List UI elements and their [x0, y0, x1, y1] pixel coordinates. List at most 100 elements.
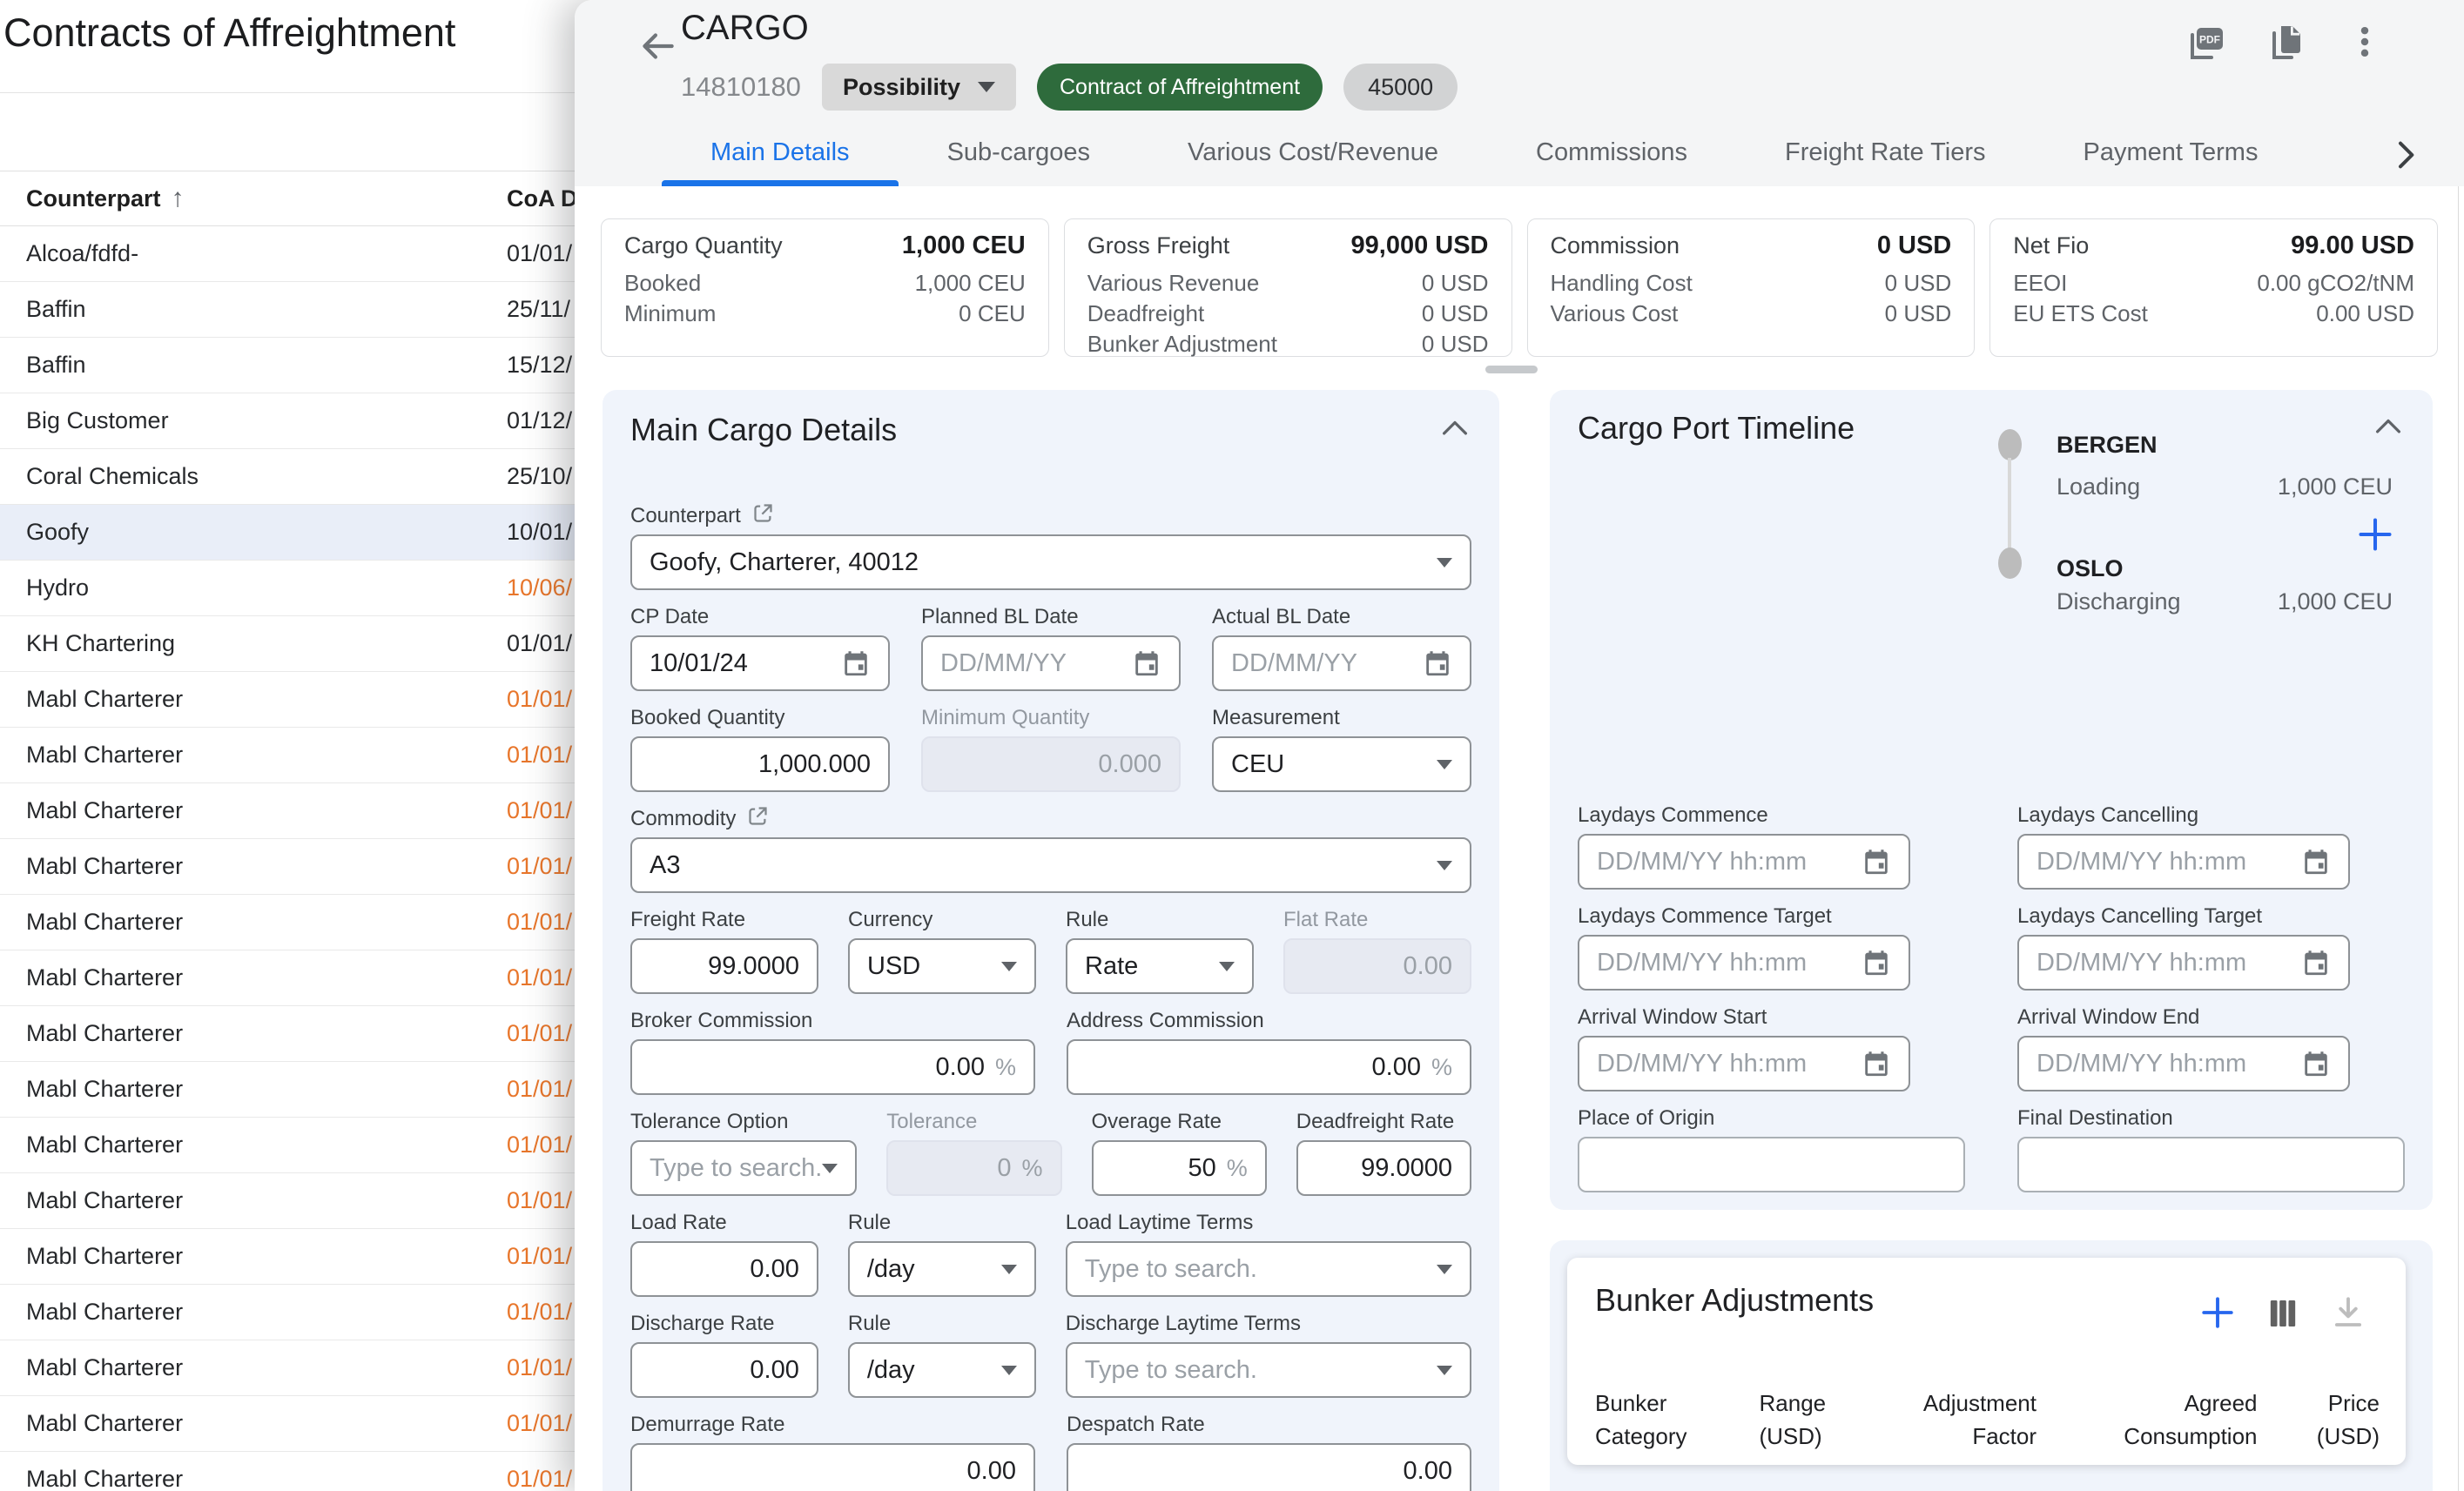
card-sub-row: Booked 1,000 CEU — [624, 268, 1026, 299]
card-value: 99,000 USD — [1350, 232, 1489, 259]
place-of-origin-input[interactable] — [1578, 1137, 1965, 1192]
table-row[interactable]: Mabl Charterer 01/01/ — [0, 728, 601, 783]
arrival-window-start-input[interactable]: DD/MM/YY hh:mm — [1578, 1036, 1910, 1091]
freight-rate-input[interactable]: 99.0000 — [630, 938, 818, 994]
tab-commissions[interactable]: Commissions — [1487, 118, 1736, 186]
despatch-rate-input[interactable]: 0.00 — [1067, 1443, 1471, 1491]
table-row[interactable]: Baffin 25/11/ — [0, 282, 601, 338]
arrival-window-end-input[interactable]: DD/MM/YY hh:mm — [2017, 1036, 2350, 1091]
table-row[interactable]: Mabl Charterer 01/01/ — [0, 895, 601, 950]
table-row[interactable]: Mabl Charterer 01/01/ — [0, 1340, 601, 1396]
summary-card-commission: Commission 0 USD Handling Cost 0 USD Various… — [1526, 218, 1976, 357]
port-timeline: BERGEN Loading 1,000 CEU OSLO Dischargin… — [1578, 429, 2405, 803]
table-row[interactable]: Alcoa/fdfd- 01/01/ — [0, 226, 601, 282]
tab-various-cost-revenue[interactable]: Various Cost/Revenue — [1139, 118, 1487, 186]
planned-bl-date-input[interactable]: DD/MM/YY — [921, 635, 1181, 691]
calendar-icon — [2301, 948, 2331, 977]
field-load-rule: Rule /day — [847, 1210, 1036, 1297]
currency-select[interactable]: USD — [848, 938, 1036, 994]
table-row[interactable]: Mabl Charterer 01/01/ — [0, 1006, 601, 1062]
add-port-icon[interactable] — [2356, 515, 2394, 554]
external-link-icon[interactable] — [746, 804, 770, 834]
scrollbar-edge[interactable] — [2458, 186, 2459, 1491]
overage-rate-input[interactable]: 50 % — [1091, 1140, 1267, 1196]
field-cp-date: CP Date 10/01/24 — [630, 604, 890, 691]
column-counterpart[interactable]: Counterpart ↑ — [26, 184, 185, 212]
discharge-rule-select[interactable]: /day — [847, 1342, 1036, 1398]
final-destination-input[interactable] — [2017, 1137, 2405, 1192]
card-sub-row: Various Revenue 0 USD — [1087, 268, 1489, 299]
table-row[interactable]: Mabl Charterer 01/01/ — [0, 1285, 601, 1340]
table-row[interactable]: Mabl Charterer 01/01/ — [0, 1062, 601, 1118]
tab-freight-rate-tiers[interactable]: Freight Rate Tiers — [1736, 118, 2034, 186]
add-bunker-adjustment-icon[interactable] — [2199, 1294, 2236, 1331]
laydays-cancelling-target-input[interactable]: DD/MM/YY hh:mm — [2017, 935, 2350, 991]
load-rate-input[interactable]: 0.00 — [630, 1241, 818, 1297]
booked-quantity-input[interactable]: 1,000.000 — [630, 736, 890, 792]
demurrage-rate-input[interactable]: 0.00 — [630, 1443, 1035, 1491]
load-rule-select[interactable]: /day — [847, 1241, 1036, 1297]
field-actual-bl-date: Actual BL Date DD/MM/YY — [1212, 604, 1471, 691]
calendar-icon — [1861, 948, 1891, 977]
external-link-icon[interactable] — [751, 501, 775, 531]
status-dropdown[interactable]: Possibility — [821, 64, 1016, 111]
table-row[interactable]: Mabl Charterer 01/01/ — [0, 672, 601, 728]
commodity-select[interactable]: A3 — [630, 837, 1471, 893]
counterpart-cell: Mabl Charterer — [26, 853, 184, 879]
discharge-rate-input[interactable]: 0.00 — [630, 1342, 818, 1398]
deadfreight-rate-input[interactable]: 99.0000 — [1296, 1140, 1471, 1196]
field-laydays-cancelling: Laydays Cancelling DD/MM/YY hh:mm — [2017, 803, 2405, 890]
laydays-cancelling-input[interactable]: DD/MM/YY hh:mm — [2017, 834, 2350, 890]
tab-payment-terms[interactable]: Payment Terms — [2035, 118, 2307, 186]
counterpart-cell: Alcoa/fdfd- — [26, 240, 139, 266]
table-row[interactable]: Mabl Charterer 01/01/ — [0, 1452, 601, 1491]
duplicate-icon[interactable] — [2265, 23, 2307, 64]
table-row[interactable]: KH Chartering 01/01/ — [0, 616, 601, 672]
more-menu-icon[interactable] — [2346, 23, 2387, 64]
timeline-connector — [2008, 458, 2011, 550]
coa-date-cell: 01/01/ — [507, 964, 573, 991]
table-row[interactable]: Mabl Charterer 01/01/ — [0, 839, 601, 895]
collapse-icon[interactable] — [1440, 418, 1471, 442]
tolerance-option-select[interactable]: Type to search. — [630, 1140, 858, 1196]
column-settings-icon[interactable] — [2265, 1296, 2302, 1333]
counterpart-select[interactable]: Goofy, Charterer, 40012 — [630, 534, 1471, 590]
table-row[interactable]: Mabl Charterer 01/01/ — [0, 1229, 601, 1285]
cp-date-input[interactable]: 10/01/24 — [630, 635, 890, 691]
table-row[interactable]: Mabl Charterer 01/01/ — [0, 1396, 601, 1452]
tabs-scroll-right-icon[interactable] — [2387, 138, 2422, 172]
field-deadfreight-rate: Deadfreight Rate 99.0000 — [1296, 1109, 1471, 1196]
table-row[interactable]: Mabl Charterer 01/01/ — [0, 1173, 601, 1229]
port-name[interactable]: OSLO — [2057, 555, 2124, 581]
section-title: Cargo Port Timeline — [1578, 410, 1855, 446]
discharge-laytime-terms-select[interactable]: Type to search. — [1065, 1342, 1471, 1398]
back-button[interactable] — [636, 24, 679, 68]
table-row[interactable]: Coral Chemicals 25/10/ — [0, 449, 601, 505]
laydays-commence-input[interactable]: DD/MM/YY hh:mm — [1578, 834, 1910, 890]
field-broker-commission: Broker Commission 0.00 % — [630, 1008, 1035, 1095]
table-row[interactable]: Mabl Charterer 01/01/ — [0, 950, 601, 1006]
measurement-select[interactable]: CEU — [1212, 736, 1471, 792]
tab-sub-cargoes[interactable]: Sub-cargoes — [899, 118, 1139, 186]
collapse-icon[interactable] — [2373, 416, 2405, 440]
port-name[interactable]: BERGEN — [2057, 432, 2158, 458]
resize-handle[interactable] — [1485, 366, 1538, 373]
table-row[interactable]: Baffin 15/12/ — [0, 338, 601, 393]
table-row[interactable]: Mabl Charterer 01/01/ — [0, 1118, 601, 1173]
laydays-commence-target-input[interactable]: DD/MM/YY hh:mm — [1578, 935, 1910, 991]
download-icon[interactable] — [2330, 1294, 2366, 1331]
pdf-export-icon[interactable]: PDF — [2185, 23, 2227, 64]
table-row[interactable]: Mabl Charterer 01/01/ — [0, 783, 601, 839]
table-row[interactable]: Hydro 10/06/ — [0, 561, 601, 616]
card-row-label: Booked — [624, 270, 702, 296]
load-laytime-terms-select[interactable]: Type to search. — [1065, 1241, 1471, 1297]
table-row[interactable]: Big Customer 01/12/ — [0, 393, 601, 449]
tab-main-details[interactable]: Main Details — [662, 118, 899, 186]
address-commission-input[interactable]: 0.00 % — [1067, 1039, 1471, 1095]
table-row[interactable]: Goofy 10/01/ — [0, 505, 601, 561]
rule-select[interactable]: Rate — [1066, 938, 1254, 994]
broker-commission-input[interactable]: 0.00 % — [630, 1039, 1035, 1095]
actual-bl-date-input[interactable]: DD/MM/YY — [1212, 635, 1471, 691]
page-title: Contracts of Affreightment — [3, 10, 456, 55]
card-row-value: 0 USD — [1884, 300, 1952, 326]
